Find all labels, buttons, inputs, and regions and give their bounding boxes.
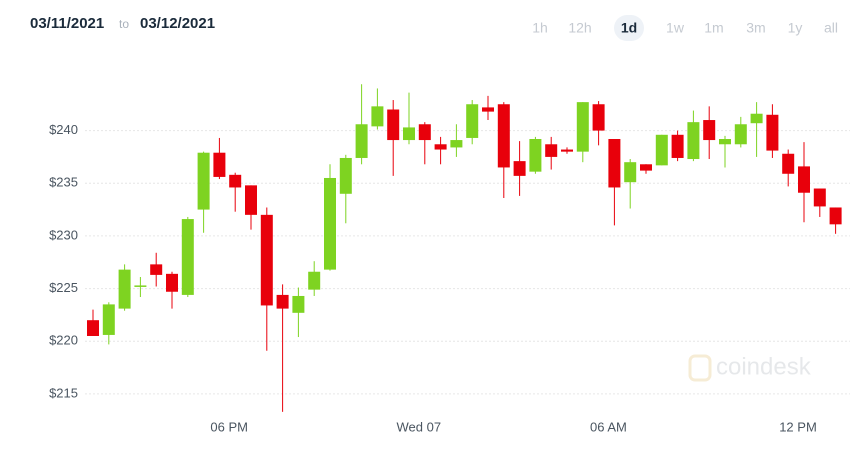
candle-body <box>371 106 384 127</box>
candle-body <box>355 124 368 158</box>
x-tick-label: 06 PM <box>210 419 248 434</box>
candle-body <box>245 185 257 215</box>
range-button[interactable]: 3m <box>746 20 765 36</box>
candle-body <box>750 113 763 124</box>
y-tick-label: $240 <box>49 122 78 137</box>
candle-body <box>513 161 526 176</box>
candle-body <box>592 104 605 131</box>
candle-body <box>640 164 652 171</box>
candle-body <box>213 152 226 177</box>
candle-body <box>260 214 273 306</box>
range-label[interactable]: all <box>824 20 838 36</box>
range-label[interactable]: 1m <box>704 20 723 36</box>
range-button[interactable]: 12h <box>568 20 591 36</box>
candle-body <box>150 264 163 275</box>
range-button[interactable]: 1d <box>614 15 644 41</box>
range-label[interactable]: 1d <box>621 20 637 36</box>
candle-body <box>418 124 431 141</box>
candle-body <box>497 104 510 168</box>
range-active-bg <box>614 15 644 41</box>
candle-body <box>324 177 336 270</box>
candle-body <box>624 162 637 183</box>
candle-body <box>403 127 415 141</box>
range-button[interactable]: 1w <box>666 20 685 36</box>
range-label[interactable]: 12h <box>568 20 591 36</box>
range-label[interactable]: 1h <box>532 20 548 36</box>
date-separator: to <box>119 17 129 31</box>
range-button[interactable]: all <box>824 20 838 36</box>
candle-body <box>529 139 542 172</box>
candle-body <box>166 273 178 292</box>
range-button[interactable]: 1y <box>788 20 803 36</box>
candle-body <box>655 134 668 166</box>
candle-body <box>687 122 700 160</box>
range-label[interactable]: 1y <box>788 20 803 36</box>
candle-body <box>545 144 558 157</box>
candle-body <box>703 120 716 141</box>
y-tick-label: $230 <box>49 227 78 242</box>
range-label[interactable]: 1w <box>666 20 685 36</box>
watermark: coindesk <box>688 353 812 382</box>
y-tick-label: $220 <box>49 333 78 348</box>
y-tick-label: $215 <box>49 385 78 400</box>
candle-body <box>766 114 779 151</box>
candle-body <box>229 174 242 188</box>
candle-body <box>829 207 842 225</box>
candle-body <box>197 152 210 210</box>
date-from: 03/11/2021 <box>30 15 104 32</box>
candle-body <box>782 153 795 174</box>
candle-body <box>813 188 826 207</box>
candle-body <box>576 102 589 152</box>
y-tick-label: $225 <box>49 280 78 295</box>
range-button[interactable]: 1h <box>532 20 548 36</box>
candle-body <box>466 104 479 138</box>
candle-body <box>181 219 194 295</box>
range-button[interactable]: 1m <box>704 20 723 36</box>
candle-body <box>798 166 810 193</box>
candle-body <box>292 295 305 313</box>
candle-body <box>734 124 747 145</box>
candle-body <box>434 144 447 150</box>
candle-body <box>308 271 321 290</box>
candle-body <box>671 134 684 158</box>
candle-body <box>102 304 115 335</box>
range-label[interactable]: 3m <box>746 20 765 36</box>
candle-body <box>719 139 731 145</box>
watermark-text: coindesk <box>716 353 812 380</box>
candle-body <box>276 294 289 309</box>
y-tick-label: $235 <box>49 175 78 190</box>
candle-body <box>118 269 131 309</box>
candle-body <box>561 149 573 152</box>
candle-body <box>482 107 494 112</box>
watermark-icon <box>688 354 712 382</box>
x-tick-label: 12 PM <box>779 419 817 434</box>
x-tick-label: Wed 07 <box>397 419 442 434</box>
candle-body <box>134 285 147 287</box>
candle-body <box>387 109 400 141</box>
candle-body <box>450 140 463 148</box>
candle-body <box>339 157 352 194</box>
candle-body <box>87 320 99 336</box>
date-to: 03/12/2021 <box>140 15 215 32</box>
x-tick-label: 06 AM <box>590 419 627 434</box>
candle-body <box>608 139 621 188</box>
